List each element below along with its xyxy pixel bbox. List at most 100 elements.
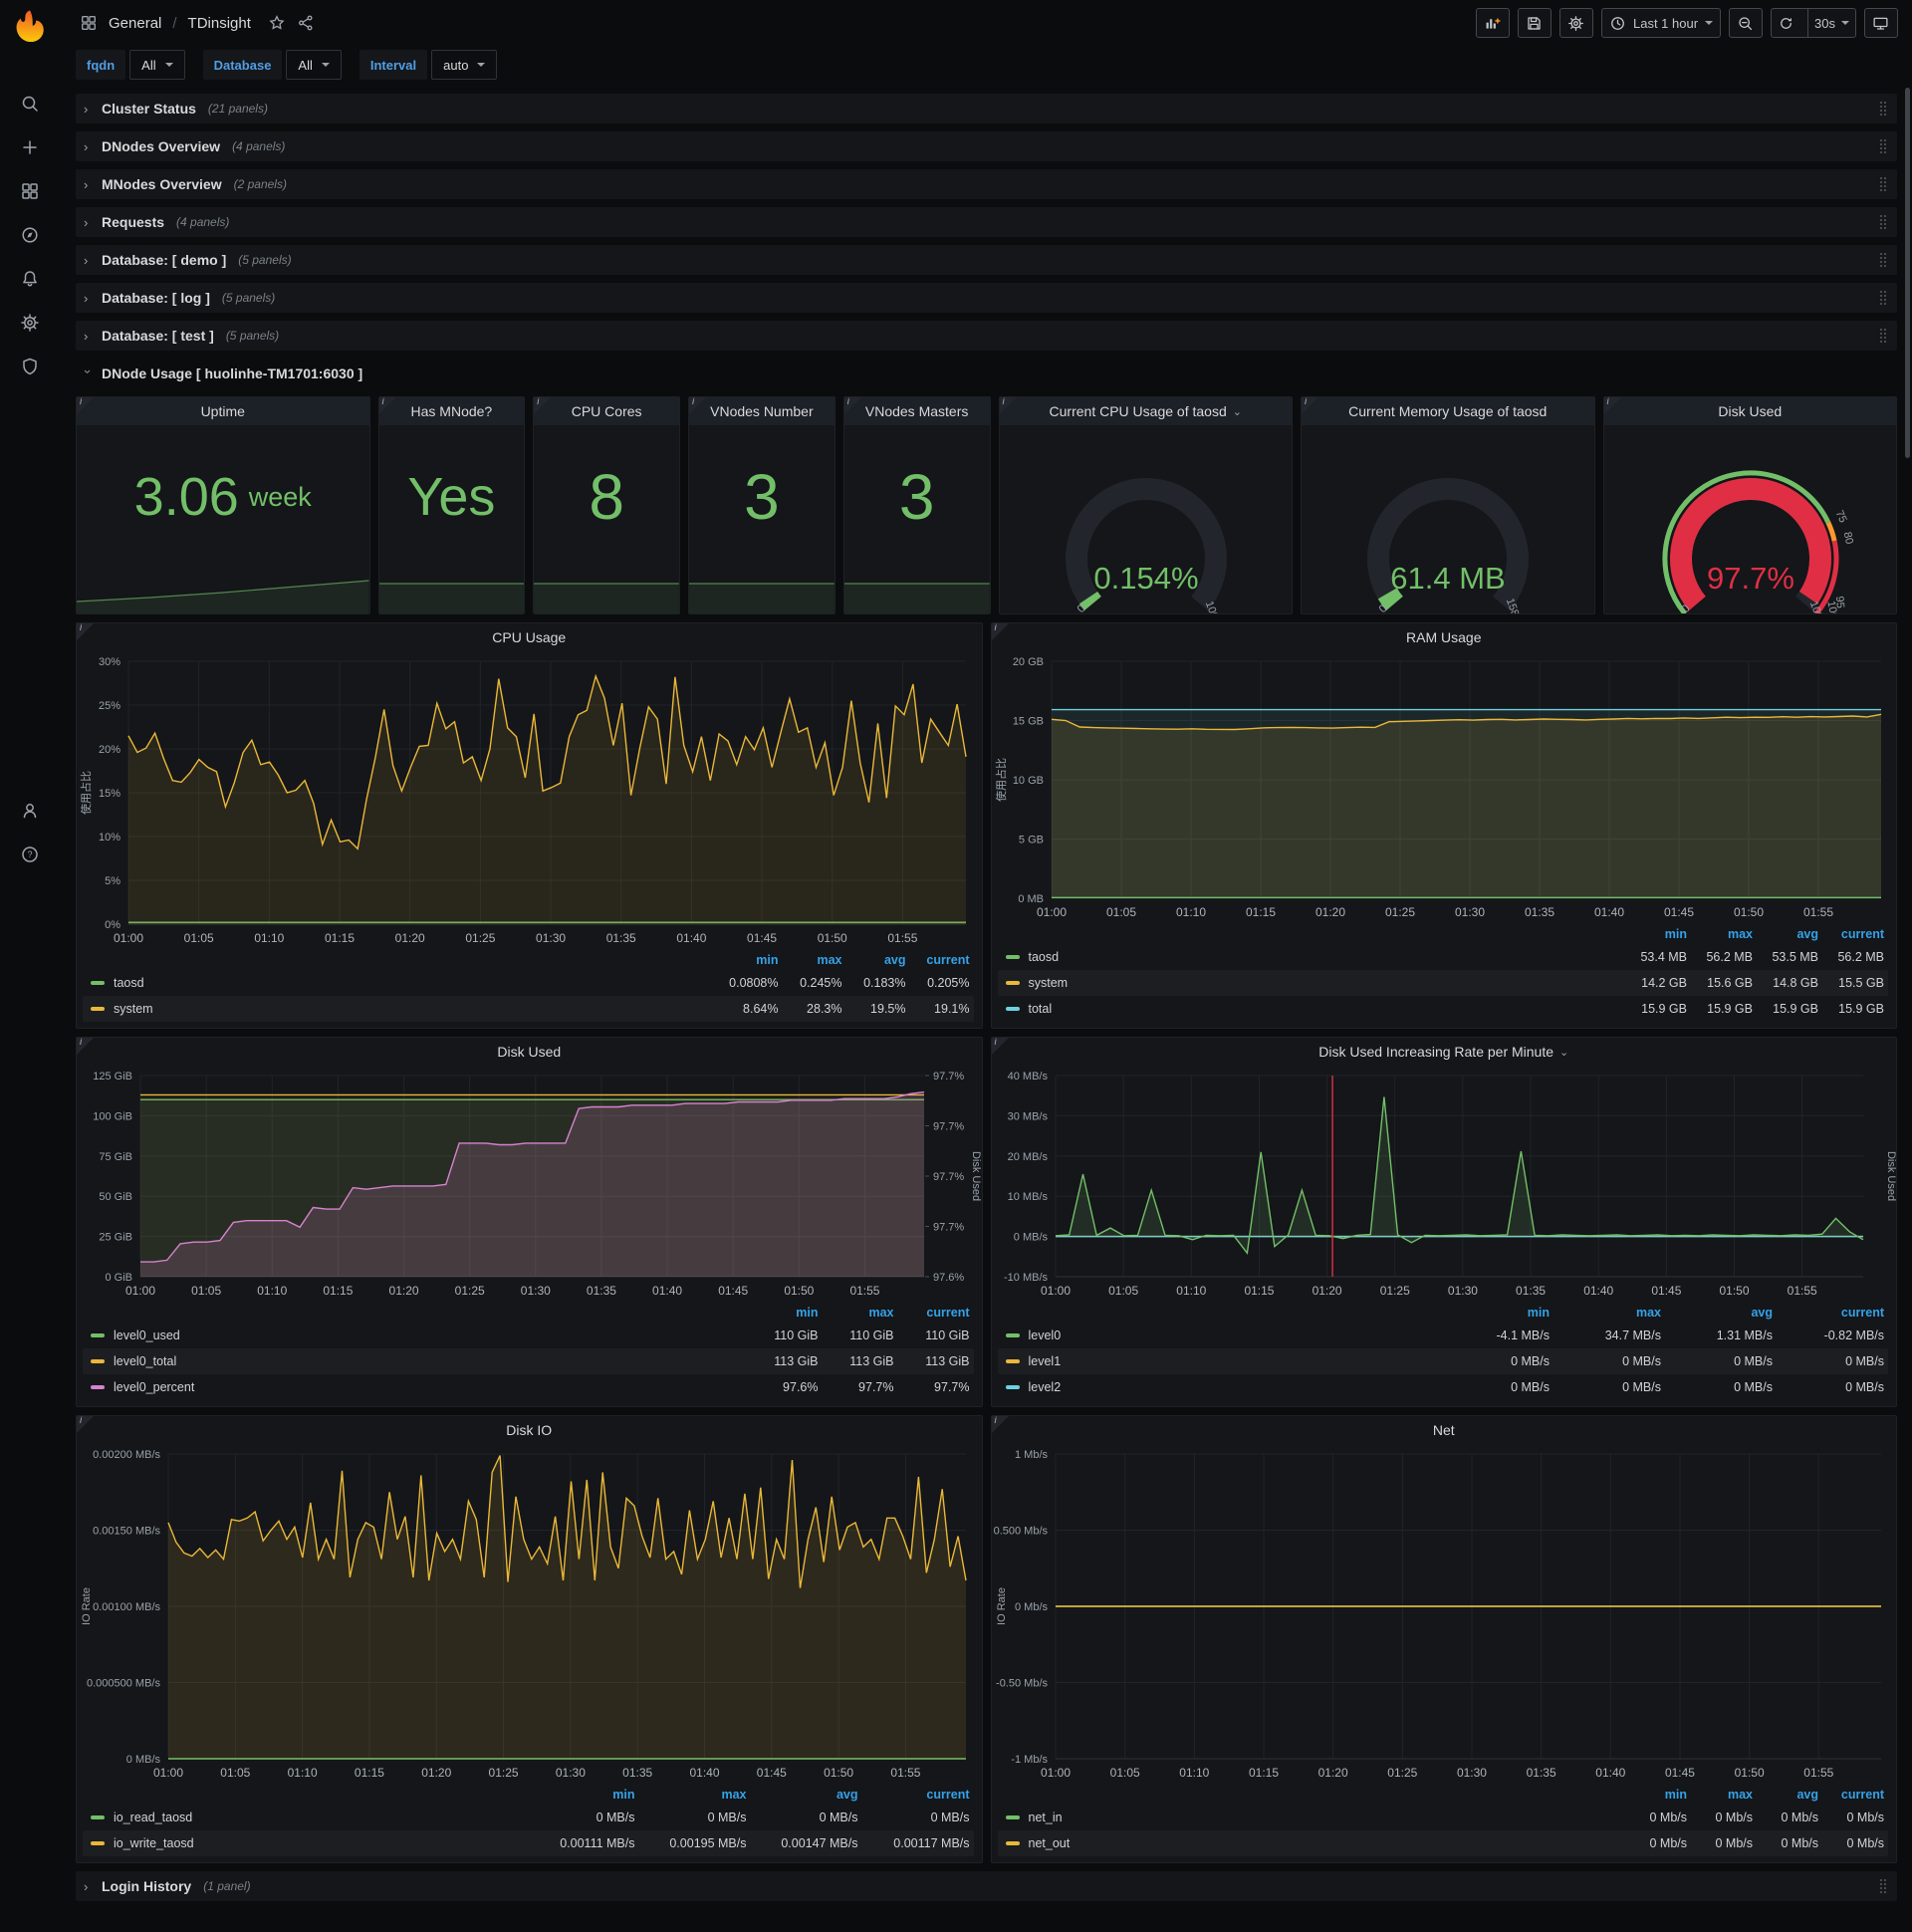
panel-title-panel-disk-io[interactable]: Disk IO	[77, 1416, 982, 1444]
sidebar-item-configuration[interactable]	[13, 306, 47, 340]
panel-info-corner[interactable]	[534, 397, 552, 414]
row-drag-handle[interactable]	[1879, 214, 1887, 230]
legend-series-name[interactable]: taosd	[1028, 950, 1060, 964]
variable-Database: Database All	[202, 50, 342, 80]
zoom-out-time-button[interactable]	[1729, 8, 1764, 38]
chart-area-disk-rate: -10 MB/s 0 MB/s 10 MB/s 20 MB/s 30 MB/s 40 MB…	[992, 1066, 1896, 1303]
time-range-label: Last 1 hour	[1632, 15, 1699, 31]
scrollbar[interactable]	[1905, 88, 1910, 458]
legend-series-name[interactable]: system	[114, 1002, 153, 1016]
row-drag-handle[interactable]	[1879, 138, 1887, 154]
variable-label-fqdn[interactable]: fqdn	[76, 50, 126, 80]
panel-title-stat-vnodes-number[interactable]: VNodes Number	[689, 397, 835, 425]
panel-title-stat-uptime[interactable]: Uptime	[77, 397, 369, 425]
breadcrumb-section[interactable]: General	[109, 14, 162, 32]
row-drag-handle[interactable]	[1879, 101, 1887, 117]
row-database-log-[interactable]: › Database: [ log ] (5 panels)	[76, 283, 1897, 313]
row-drag-handle[interactable]	[1879, 328, 1887, 344]
sidebar-item-help[interactable]: ?	[13, 838, 47, 871]
variable-value-dropdown-Database[interactable]: All	[286, 50, 342, 80]
row-panel-count: (5 panels)	[225, 329, 280, 343]
row-drag-handle[interactable]	[1879, 176, 1887, 192]
legend-series-name[interactable]: level0_total	[114, 1354, 177, 1368]
x-tick: 01:05	[1108, 1284, 1138, 1298]
variable-value-dropdown-fqdn[interactable]: All	[129, 50, 185, 80]
panel-info-corner[interactable]	[1302, 397, 1318, 414]
sidebar-item-explore[interactable]	[13, 218, 47, 252]
time-range-picker[interactable]: Last 1 hour	[1600, 8, 1722, 38]
row-cluster-status[interactable]: › Cluster Status (21 panels)	[76, 94, 1897, 123]
share-icon[interactable]	[297, 14, 315, 32]
row-drag-handle[interactable]	[1879, 1878, 1887, 1894]
panel-info-corner[interactable]	[77, 397, 94, 414]
row-database-test-[interactable]: › Database: [ test ] (5 panels)	[76, 321, 1897, 351]
legend-series-name[interactable]: io_write_taosd	[114, 1836, 194, 1850]
chart-cpu-usage: 0% 5% 10% 15% 20% 25% 30% 01:00 01:05 01:10 01:15 0…	[79, 656, 967, 945]
sidebar-item-add[interactable]	[13, 130, 47, 164]
legend-series-name[interactable]: net_in	[1028, 1811, 1063, 1824]
legend-series-name[interactable]: total	[1028, 1002, 1053, 1016]
legend-series-name[interactable]: io_read_taosd	[114, 1811, 193, 1824]
row-dnodes-overview[interactable]: › DNodes Overview (4 panels)	[76, 131, 1897, 161]
save-dashboard-button[interactable]	[1517, 8, 1552, 38]
row-requests[interactable]: › Requests (4 panels)	[76, 207, 1897, 237]
panel-title-stat-vnodes-masters[interactable]: VNodes Masters	[843, 397, 990, 425]
sidebar-item-dashboards[interactable]	[13, 174, 47, 208]
panel-info-corner[interactable]	[999, 397, 1017, 414]
panel-info-corner[interactable]	[77, 623, 94, 640]
legend-series-name[interactable]: level2	[1028, 1380, 1062, 1394]
panel-title-gauge-disk-used[interactable]: Disk Used	[1603, 397, 1896, 425]
x-tick: 01:10	[257, 1284, 287, 1298]
sidebar-item-search[interactable]	[13, 87, 47, 121]
refresh-button[interactable]	[1772, 9, 1800, 37]
legend-series-name[interactable]: net_out	[1028, 1836, 1071, 1850]
panel-info-corner[interactable]	[77, 1038, 94, 1055]
panel-info-corner[interactable]	[378, 397, 396, 414]
add-panel-button[interactable]	[1475, 8, 1510, 38]
panel-title-panel-cpu-usage[interactable]: CPU Usage	[77, 623, 982, 651]
chevron-down-icon	[1705, 21, 1714, 25]
legend-series-name[interactable]: level0	[1028, 1328, 1062, 1342]
panel-title-stat-has-mnode-[interactable]: Has MNode?	[378, 397, 525, 425]
panel-info-corner[interactable]	[843, 397, 861, 414]
sidebar-item-user-avatar[interactable]	[13, 794, 47, 828]
gauge-threshold-label: 100	[1824, 600, 1839, 613]
panel-title-gauge-current-memory-usage-of-taosd[interactable]: Current Memory Usage of taosd	[1302, 397, 1594, 425]
panel-title-panel-disk-used[interactable]: Disk Used	[77, 1038, 982, 1066]
panel-info-corner[interactable]	[77, 1416, 94, 1433]
legend-series-name[interactable]: level0_percent	[114, 1380, 195, 1394]
gauge-value: 0.154%	[1093, 561, 1198, 596]
row-drag-handle[interactable]	[1879, 252, 1887, 268]
panel-info-corner[interactable]	[1603, 397, 1621, 414]
legend-series-name[interactable]: level1	[1028, 1354, 1062, 1368]
panel-info-corner[interactable]	[991, 1416, 1009, 1433]
row-drag-handle[interactable]	[1879, 290, 1887, 306]
panel-info-corner[interactable]	[991, 1038, 1009, 1055]
legend-series-name[interactable]: taosd	[114, 976, 144, 990]
cycle-view-mode-button[interactable]	[1864, 8, 1898, 38]
panel-title-panel-disk-rate[interactable]: Disk Used Increasing Rate per Minute ⌄	[992, 1038, 1897, 1066]
legend-series-name[interactable]: level0_used	[114, 1328, 180, 1342]
row-dnode-usage[interactable]: › DNode Usage [ huolinhe-TM1701:6030 ]	[76, 359, 1897, 388]
row-mnodes-overview[interactable]: › MNodes Overview (2 panels)	[76, 169, 1897, 199]
row-database-demo-[interactable]: › Database: [ demo ] (5 panels)	[76, 245, 1897, 275]
panel-title-stat-cpu-cores[interactable]: CPU Cores	[534, 397, 679, 425]
sidebar-item-alerting[interactable]	[13, 262, 47, 296]
row-login-history[interactable]: › Login History (1 panel)	[76, 1871, 1897, 1901]
sidebar-item-server-admin[interactable]	[13, 350, 47, 383]
star-icon[interactable]	[268, 14, 286, 32]
refresh-interval-dropdown[interactable]: 30s	[1807, 9, 1855, 37]
panel-info-corner[interactable]	[991, 623, 1009, 640]
panel-title-gauge-current-cpu-usage-of-taosd[interactable]: Current CPU Usage of taosd ⌄	[999, 397, 1292, 425]
variable-label-Interval[interactable]: Interval	[358, 50, 428, 80]
variable-label-Database[interactable]: Database	[202, 50, 283, 80]
breadcrumb-dashboard-title[interactable]: TDinsight	[187, 14, 251, 32]
panel-title-panel-net[interactable]: Net	[992, 1416, 1897, 1444]
panel-info-corner[interactable]	[689, 397, 706, 414]
grafana-logo[interactable]	[11, 8, 49, 46]
variable-value-dropdown-Interval[interactable]: auto	[431, 50, 498, 80]
info-icon: i	[80, 1037, 83, 1048]
dashboard-settings-button[interactable]	[1558, 8, 1593, 38]
legend-series-name[interactable]: system	[1028, 976, 1069, 990]
panel-title-panel-ram-usage[interactable]: RAM Usage	[992, 623, 1897, 651]
